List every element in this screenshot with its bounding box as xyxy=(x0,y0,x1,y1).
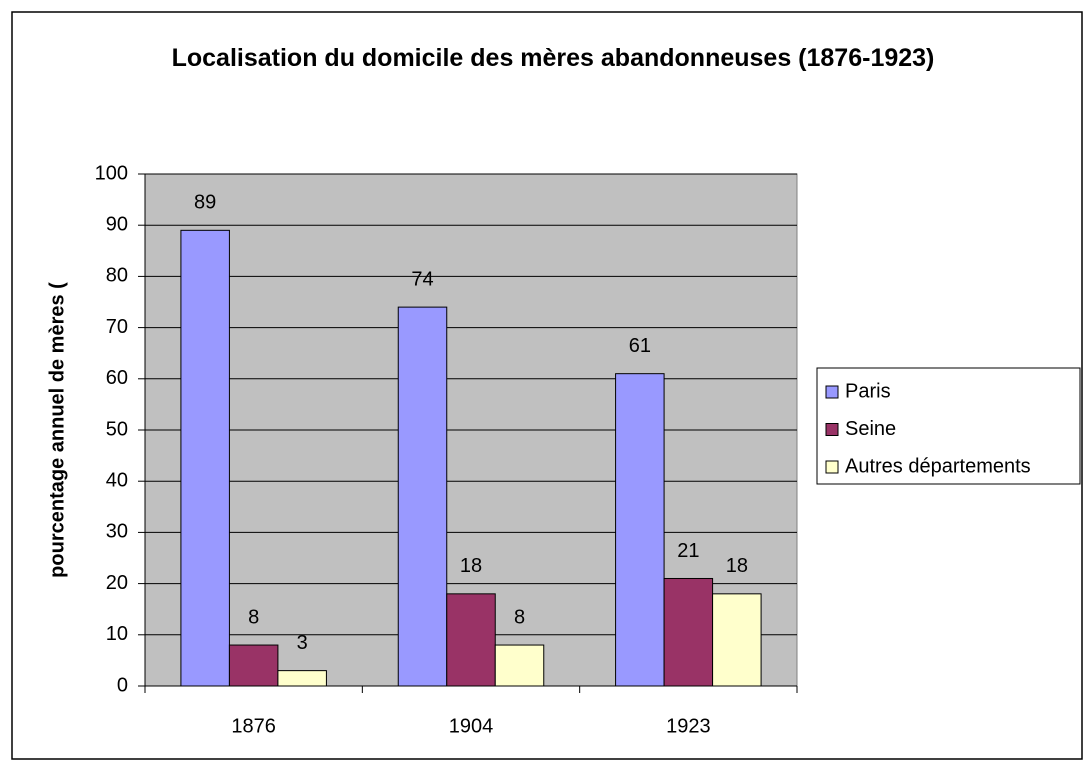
data-label: 61 xyxy=(629,335,651,357)
data-label: 89 xyxy=(194,192,216,214)
bar xyxy=(615,373,665,687)
chart-title: Localisation du domicile des mères aband… xyxy=(171,44,935,72)
legend-swatch xyxy=(825,460,839,474)
legend-swatch xyxy=(825,385,839,399)
bar xyxy=(712,593,762,687)
bar xyxy=(397,306,448,687)
legend-label: Autres départements xyxy=(845,455,1031,477)
legend-swatch xyxy=(825,423,839,436)
bar xyxy=(277,670,327,687)
bar xyxy=(494,644,545,687)
y-tick-label: 100 xyxy=(95,162,128,184)
bar xyxy=(228,644,279,687)
x-tick-label: 1904 xyxy=(449,715,494,737)
legend-label: Seine xyxy=(845,418,896,440)
bar xyxy=(180,229,230,687)
data-label: 18 xyxy=(460,555,482,577)
data-label: 8 xyxy=(514,606,525,628)
legend xyxy=(816,367,1081,485)
bar xyxy=(663,577,714,687)
x-tick-label: 1876 xyxy=(231,715,276,737)
data-label: 3 xyxy=(297,632,308,654)
data-label: 74 xyxy=(411,268,433,290)
y-tick-label: 90 xyxy=(106,213,128,235)
bar xyxy=(446,593,496,687)
y-tick-label: 50 xyxy=(106,418,128,440)
y-tick-label: 80 xyxy=(106,265,128,287)
data-label: 21 xyxy=(677,540,699,562)
y-tick-label: 70 xyxy=(106,316,128,338)
legend-label: Paris xyxy=(845,380,891,402)
data-label: 8 xyxy=(248,606,259,628)
x-tick-label: 1923 xyxy=(666,715,711,737)
y-tick-label: 60 xyxy=(106,367,128,389)
data-label: 18 xyxy=(726,555,748,577)
y-tick-label: 40 xyxy=(106,469,128,491)
y-axis-label: pourcentage annuel de mères ( xyxy=(46,282,68,578)
y-tick-label: 0 xyxy=(117,674,128,696)
y-tick-label: 20 xyxy=(106,572,128,594)
y-tick-label: 10 xyxy=(106,623,128,645)
y-tick-label: 30 xyxy=(106,521,128,543)
